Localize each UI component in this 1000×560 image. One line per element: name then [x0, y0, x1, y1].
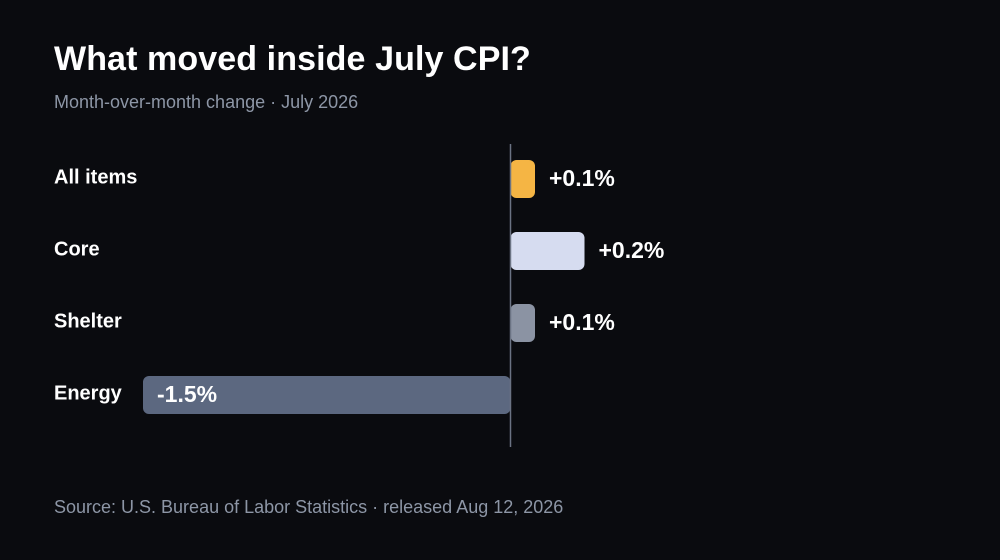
- source-note: Source: U.S. Bureau of Labor Statistics …: [54, 497, 564, 517]
- bar-energy: [143, 376, 511, 414]
- value-label: +0.2%: [599, 237, 665, 263]
- bars-layer: [143, 160, 585, 414]
- value-label: -1.5%: [157, 381, 217, 407]
- value-label: +0.1%: [549, 165, 615, 191]
- bar-shelter: [510, 304, 535, 342]
- value-label: +0.1%: [549, 309, 615, 335]
- category-label: Shelter: [54, 310, 122, 332]
- chart-subtitle: Month-over-month change · July 2026: [54, 92, 359, 112]
- bar-all-items: [510, 160, 535, 198]
- chart-title: What moved inside July CPI?: [54, 40, 531, 78]
- category-label: All items: [54, 166, 137, 188]
- category-label: Core: [54, 238, 100, 260]
- labels-layer: All items +0.1% Core +0.2% Shelter +0.1% Energ…: [54, 165, 664, 407]
- category-label: Energy: [54, 382, 123, 404]
- bar-core: [510, 232, 585, 270]
